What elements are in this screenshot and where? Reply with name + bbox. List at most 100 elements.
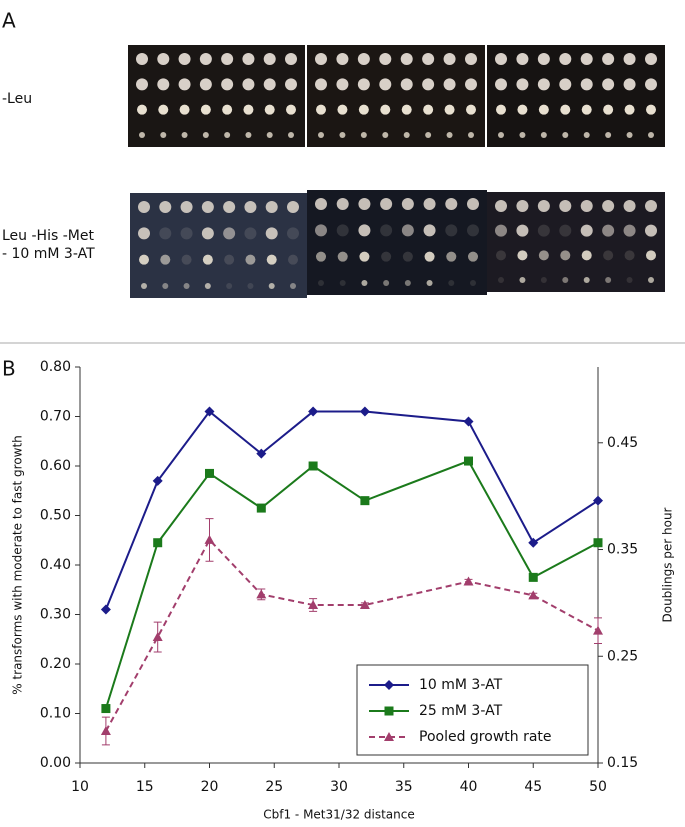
row-label: -Leu: [2, 91, 32, 107]
marker: [153, 538, 163, 548]
colony-spot: [244, 227, 257, 240]
colony-spot: [358, 198, 371, 210]
row-label: - 10 mM 3-AT: [2, 246, 95, 262]
colony-spot: [602, 200, 615, 212]
colony-spot: [516, 224, 529, 237]
colony-spot: [245, 254, 256, 265]
marker: [359, 600, 370, 610]
marker: [256, 448, 267, 459]
colony-spot: [446, 251, 457, 262]
colony-spot: [200, 104, 211, 115]
colony-spot: [401, 198, 414, 210]
colony-spot: [242, 53, 255, 65]
marker: [528, 572, 538, 582]
marker: [528, 590, 539, 600]
y-tick-label: 0.50: [40, 508, 71, 524]
y2-tick-label: 0.45: [607, 435, 638, 451]
colony-spot: [424, 251, 435, 262]
marker: [359, 406, 370, 417]
marker: [308, 600, 319, 610]
colony-spot: [382, 132, 389, 138]
colony-spot: [138, 201, 150, 213]
colony-spot: [519, 132, 526, 138]
colony-spot: [361, 280, 368, 286]
y2-tick-label: 0.15: [607, 755, 638, 771]
colony-spot: [537, 200, 550, 212]
colony-spot: [383, 280, 390, 286]
colony-spot: [381, 251, 392, 262]
marker: [463, 416, 474, 427]
colony-spot: [247, 283, 254, 289]
colony-spot: [448, 280, 455, 286]
colony-spot: [426, 280, 433, 286]
colony-spot: [580, 53, 593, 65]
colony-spot: [290, 283, 296, 289]
colony-spot: [423, 224, 436, 237]
colony-spot: [337, 251, 348, 262]
colony-spot: [496, 250, 506, 261]
colony-spot: [268, 283, 275, 289]
colony-spot: [358, 104, 369, 115]
colony-spot: [159, 201, 172, 213]
colony-spot: [337, 104, 348, 115]
marker: [100, 604, 111, 615]
colony-spot: [401, 224, 414, 237]
colony-spot: [263, 78, 276, 91]
marker: [463, 576, 474, 586]
legend-label: 25 mM 3-AT: [419, 703, 503, 719]
colony-spot: [379, 78, 392, 91]
colony-spot: [316, 104, 326, 115]
colony-spot: [266, 254, 277, 265]
colony-spot: [204, 283, 211, 289]
colony-spot: [605, 277, 612, 283]
colony-spot: [141, 283, 147, 289]
colony-spot: [339, 132, 346, 138]
colony-spot: [137, 104, 147, 115]
y-tick-label: 0.70: [40, 409, 71, 425]
series-line: [104, 410, 599, 610]
colony-spot: [183, 283, 190, 289]
colony-spot: [467, 198, 479, 210]
plate: [307, 45, 485, 147]
colony-spot: [222, 104, 233, 115]
x-tick-label: 25: [265, 779, 283, 795]
colony-spot: [581, 104, 592, 115]
marker: [308, 461, 318, 471]
legend-label: 10 mM 3-AT: [419, 677, 503, 693]
y2-tick-label: 0.25: [607, 648, 638, 664]
colony-spot: [287, 201, 299, 213]
colony-spot: [223, 227, 236, 240]
marker: [593, 495, 603, 506]
colony-spot: [358, 224, 371, 237]
marker: [593, 625, 603, 635]
x-tick-label: 15: [136, 779, 154, 795]
colony-spot: [245, 132, 252, 138]
colony-spot: [359, 251, 370, 262]
colony-spot: [404, 280, 411, 286]
colony-spot: [602, 53, 615, 65]
colony-spot: [603, 104, 614, 115]
marker: [384, 680, 394, 690]
marker: [101, 704, 111, 714]
colony-spot: [645, 224, 657, 237]
colony-spot: [136, 78, 148, 91]
colony-spot: [445, 224, 458, 237]
colony-spot: [264, 104, 275, 115]
colony-spot: [623, 200, 636, 212]
y2-axis-title: Doublings per hour: [661, 507, 675, 622]
y-tick-label: 0.80: [40, 359, 71, 375]
colony-spot: [537, 224, 550, 237]
colony-spot: [645, 78, 657, 91]
colony-spot: [423, 198, 436, 210]
colony-spot: [465, 53, 477, 65]
colony-spot: [605, 132, 612, 138]
x-tick-label: 10: [71, 779, 89, 795]
colony-spot: [516, 200, 529, 212]
colony-spot: [285, 78, 297, 91]
colony-spot: [623, 78, 636, 91]
x-tick-label: 30: [330, 779, 348, 795]
colony-spot: [157, 53, 170, 65]
colony-spot: [379, 53, 392, 65]
colony-spot: [646, 250, 656, 261]
